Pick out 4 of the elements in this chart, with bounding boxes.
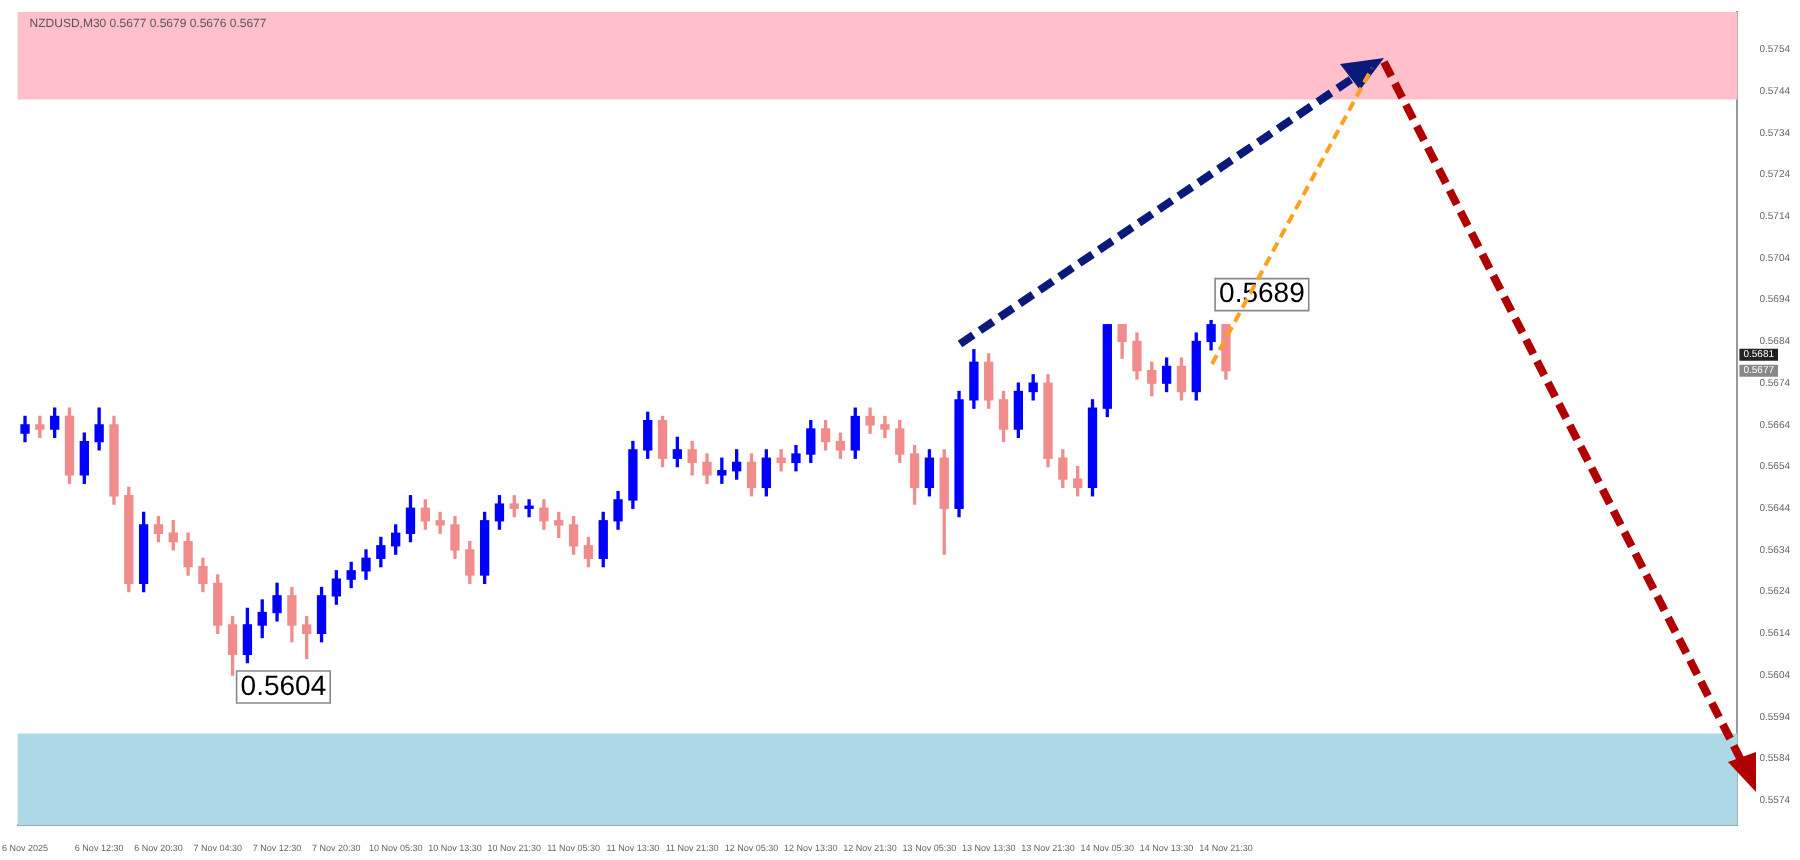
annotation: 0.5689 (1219, 276, 1306, 309)
candlestick (524, 499, 534, 518)
candlestick (776, 449, 786, 472)
annotation: 0.5604 (240, 668, 327, 701)
